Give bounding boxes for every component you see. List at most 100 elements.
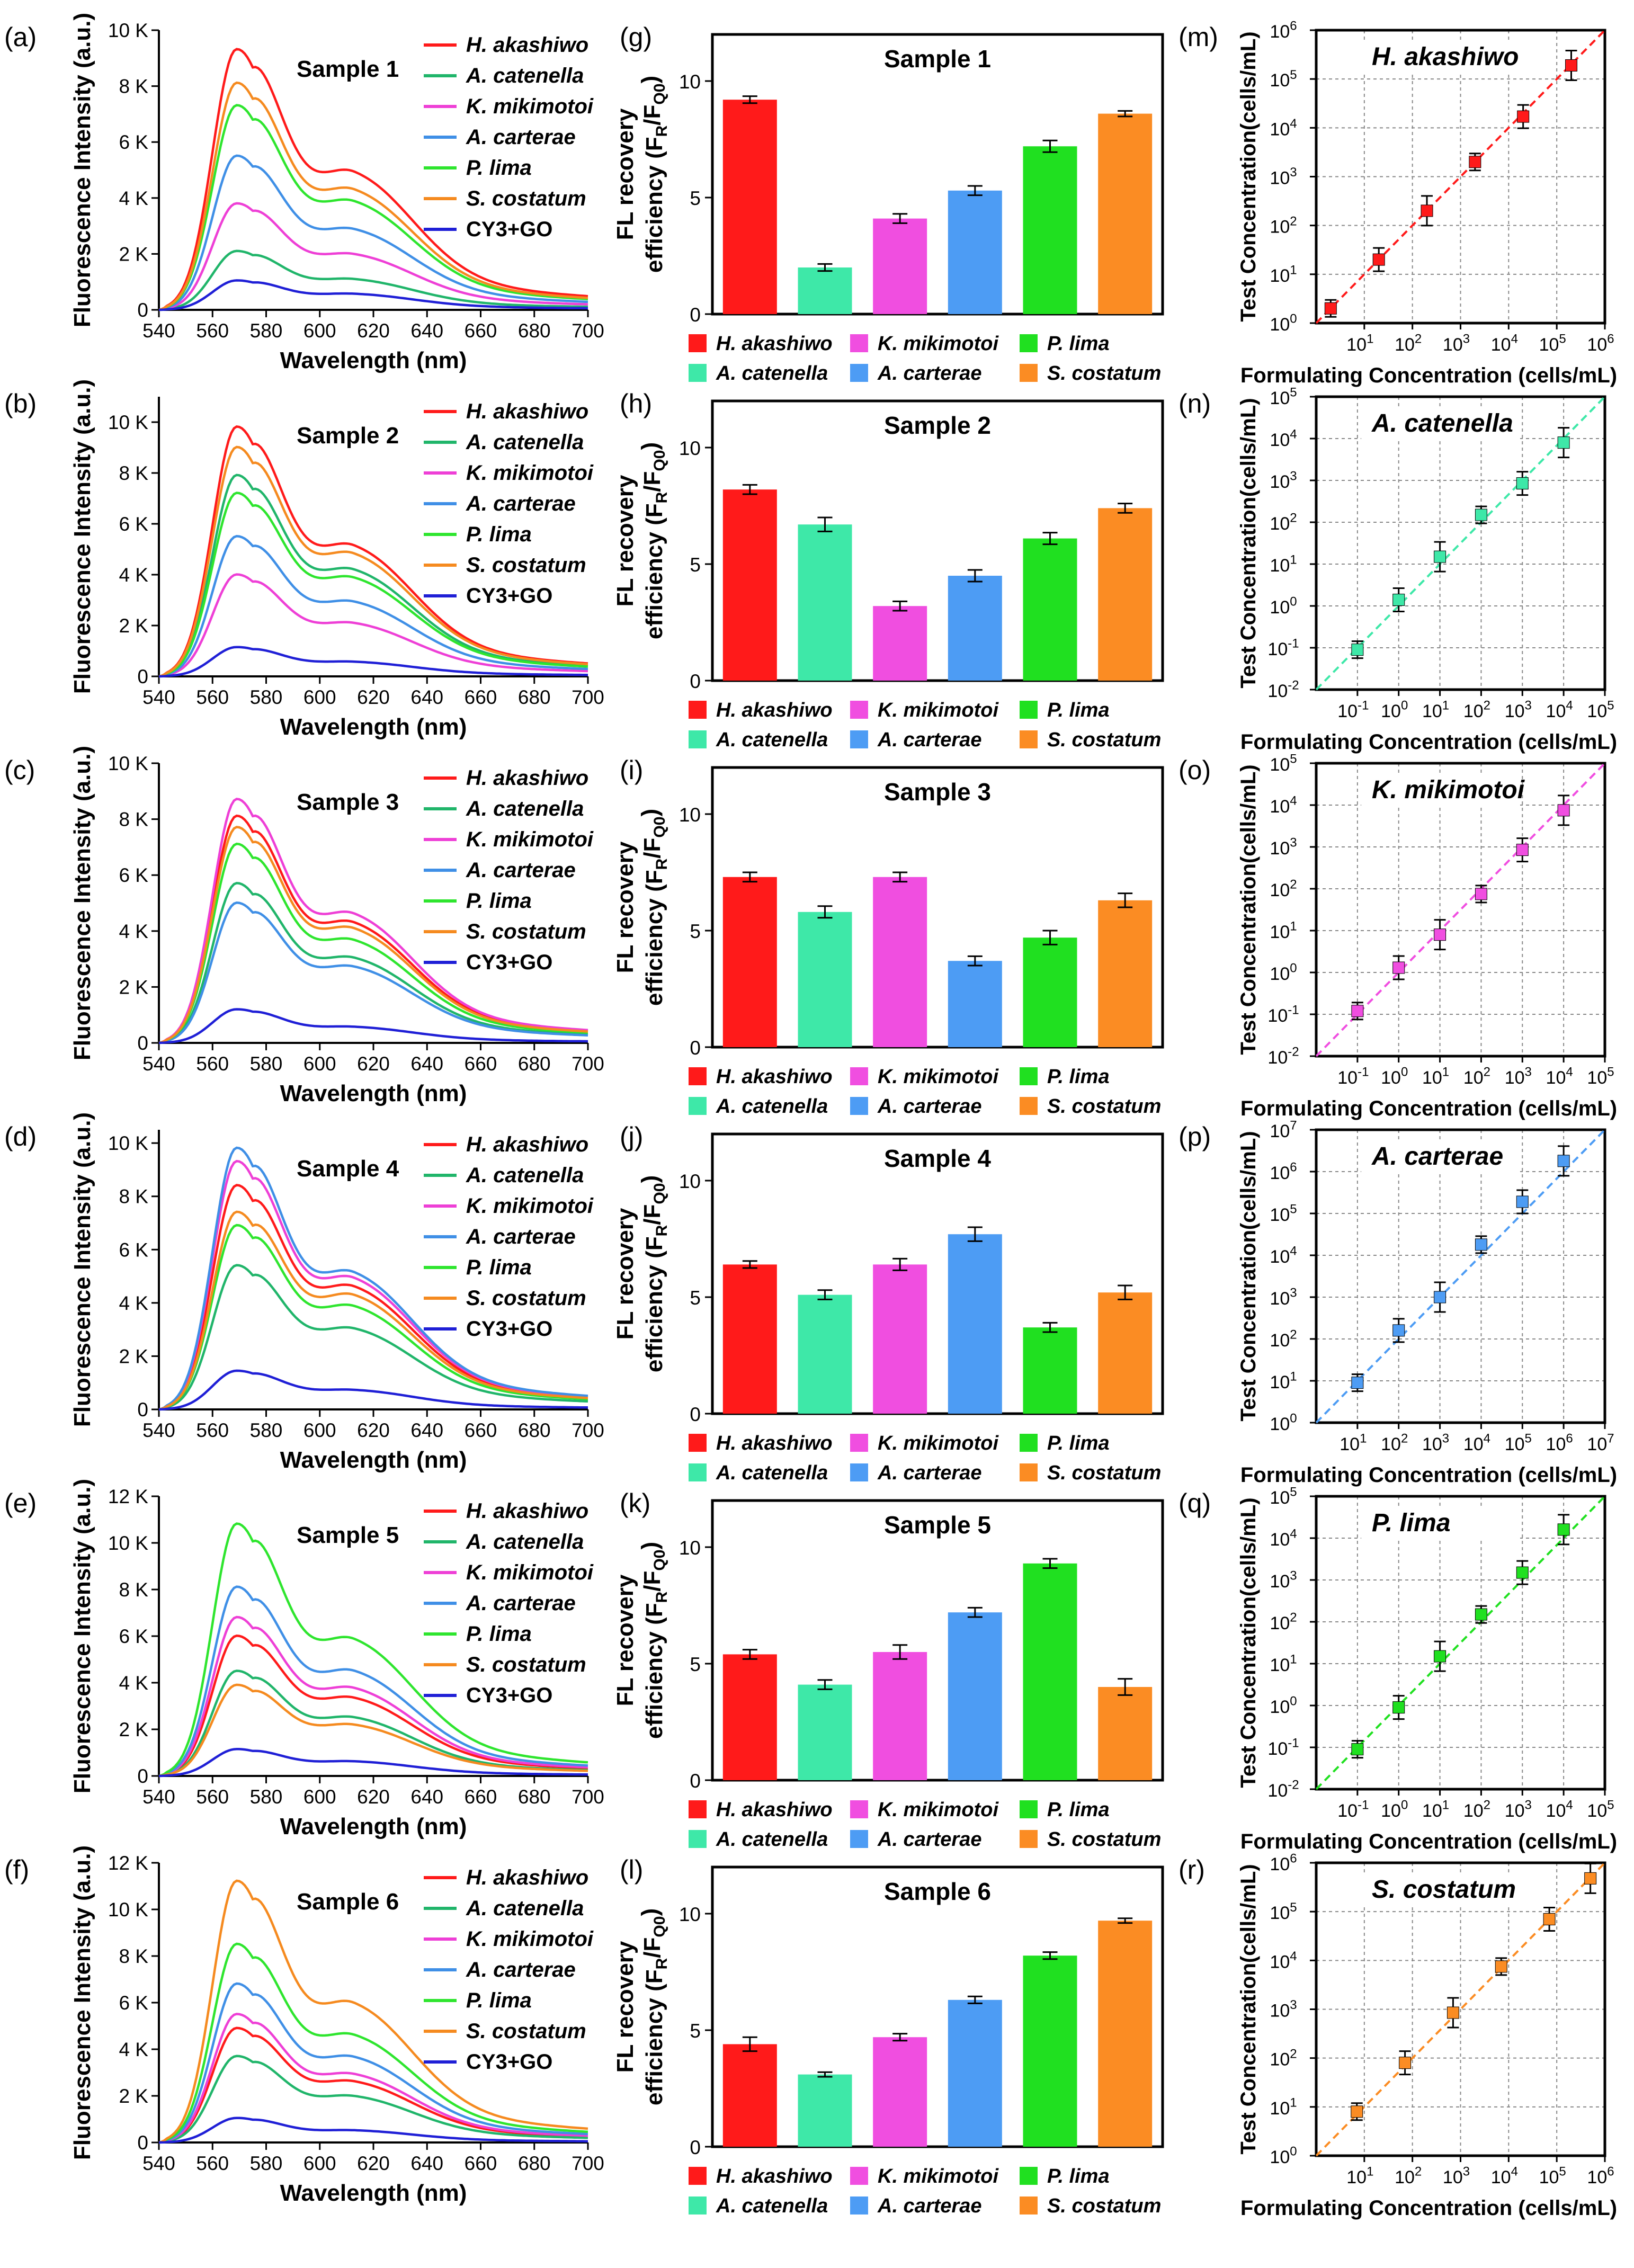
x-tick-label: 700 bbox=[572, 686, 604, 708]
legend-swatch bbox=[850, 2196, 868, 2215]
legend-label: A. catenella bbox=[716, 362, 828, 385]
legend-label: A. catenella bbox=[466, 64, 584, 87]
y-tick-label: 100 bbox=[1270, 2145, 1297, 2167]
legend-label: P. lima bbox=[1047, 1066, 1110, 1088]
legend-label: S. costatum bbox=[1047, 362, 1161, 385]
spectrum-line bbox=[158, 445, 588, 678]
y-tick-label: 103 bbox=[1270, 1569, 1297, 1592]
legend-label: CY3+GO bbox=[466, 584, 552, 608]
y-tick-exp: 0 bbox=[1290, 961, 1297, 976]
x-axis-title: Formulating Concentration (cells/mL) bbox=[1240, 2196, 1617, 2220]
x-tick-label: 600 bbox=[303, 1053, 336, 1075]
y-tick-exp: 4 bbox=[1290, 1244, 1297, 1258]
bar bbox=[798, 524, 852, 681]
legend-label: K. mikimotoi bbox=[878, 1799, 999, 1821]
y-tick-label: 4 K bbox=[119, 187, 148, 209]
bar bbox=[873, 877, 927, 1047]
x-tick-label: 103 bbox=[1422, 1432, 1449, 1454]
ylabel-part: efficiency (F bbox=[641, 137, 667, 273]
sample-title: Sample 5 bbox=[297, 1522, 399, 1548]
y-tick-exp: 2 bbox=[1290, 878, 1297, 892]
spectrum-line bbox=[158, 882, 588, 1044]
y-tick-label: 104 bbox=[1270, 1949, 1297, 1972]
data-point bbox=[1392, 593, 1405, 606]
y-tick-label: 100 bbox=[1270, 1694, 1297, 1717]
x-axis-title: Wavelength (nm) bbox=[280, 1814, 467, 1840]
y-axis-title: Fluorescence Intensity (a.u.) bbox=[69, 13, 95, 327]
spectrum-line bbox=[158, 1210, 588, 1411]
y-axis-title-line1: FL recovery bbox=[612, 108, 638, 240]
y-tick-exp: 3 bbox=[1290, 469, 1297, 484]
y-tick-label: 104 bbox=[1270, 117, 1297, 139]
y-tick-label: 100 bbox=[1270, 1412, 1297, 1434]
x-tick-label: 680 bbox=[518, 1419, 551, 1441]
y-tick-exp: -2 bbox=[1288, 678, 1299, 693]
y-axis-title-line2: efficiency (FR/FQ0) bbox=[637, 809, 671, 1006]
x-tick-exp: 7 bbox=[1607, 1432, 1614, 1446]
bar bbox=[1023, 1563, 1077, 1780]
y-tick-label: 102 bbox=[1270, 511, 1297, 534]
x-tick-exp: -1 bbox=[1358, 699, 1369, 713]
y-tick-exp: 5 bbox=[1290, 68, 1297, 82]
y-tick-label: 103 bbox=[1270, 469, 1297, 492]
legend-label: A. catenella bbox=[716, 1462, 828, 1484]
legend-swatch bbox=[850, 730, 868, 748]
x-axis-title: Wavelength (nm) bbox=[280, 347, 467, 373]
legend-label: S. costatum bbox=[1047, 729, 1161, 751]
x-tick-exp: 4 bbox=[1566, 1065, 1573, 1079]
y-tick-label: 105 bbox=[1270, 386, 1297, 408]
x-tick-label: 620 bbox=[357, 686, 390, 708]
data-point bbox=[1351, 1377, 1364, 1389]
legend-label: H. akashiwo bbox=[466, 33, 588, 57]
spectrum-line bbox=[158, 1683, 588, 1778]
x-tick-label: 103 bbox=[1443, 2165, 1470, 2187]
legend-swatch bbox=[1020, 364, 1038, 382]
legend-swatch bbox=[1020, 1463, 1038, 1481]
bar bbox=[1098, 1687, 1153, 1780]
x-tick-exp: 4 bbox=[1566, 1798, 1573, 1812]
bar-panel-j: (j) 0 5 10 Sample 4 FL recovery efficiency (FR… bbox=[612, 1122, 1164, 1484]
calib-panel-q: (q)10-1 100 101 102 103 104 10510-210-11001011… bbox=[1178, 1485, 1617, 1853]
y-tick-exp: 4 bbox=[1290, 794, 1297, 808]
x-tick-label: 101 bbox=[1346, 332, 1373, 355]
y-tick-exp: 3 bbox=[1290, 836, 1297, 850]
x-tick-label: 640 bbox=[410, 2153, 443, 2174]
x-tick-exp: 2 bbox=[1484, 1065, 1490, 1079]
legend-label: CY3+GO bbox=[466, 218, 552, 241]
legend-label: S. costatum bbox=[1047, 1462, 1161, 1484]
x-tick-exp: 5 bbox=[1607, 1798, 1614, 1812]
title-box bbox=[1361, 1872, 1520, 1907]
y-tick-exp: 1 bbox=[1290, 553, 1297, 567]
y-tick-label: 10 bbox=[679, 804, 701, 826]
fit-line bbox=[1315, 1129, 1606, 1424]
plot-frame bbox=[711, 399, 1164, 682]
legend-swatch bbox=[1020, 1434, 1038, 1452]
calib-panel-o: (o)10-1 100 101 102 103 104 10510-210-11001011… bbox=[1178, 752, 1617, 1120]
bar bbox=[1023, 937, 1077, 1047]
plot-frame bbox=[711, 1865, 1164, 2148]
x-tick-label: 101 bbox=[1340, 1432, 1367, 1454]
bar-panel-i: (i) 0 5 10 Sample 3 FL recovery efficiency (FR… bbox=[612, 755, 1164, 1118]
x-tick-label: 620 bbox=[357, 1786, 390, 1808]
y-axis-title-line1: FL recovery bbox=[612, 1208, 638, 1340]
y-tick-label: 12 K bbox=[108, 1486, 148, 1507]
x-tick-exp: 6 bbox=[1566, 1432, 1573, 1446]
bar bbox=[798, 912, 852, 1047]
x-tick-label: 620 bbox=[357, 320, 390, 342]
x-tick-label: 580 bbox=[250, 1053, 283, 1075]
spectrum-line bbox=[158, 1522, 588, 1778]
bar bbox=[1023, 1327, 1077, 1414]
y-tick-label: 4 K bbox=[119, 1292, 148, 1314]
x-tick-label: 660 bbox=[465, 686, 497, 708]
bar bbox=[873, 606, 927, 681]
y-tick-label: 6 K bbox=[119, 513, 148, 535]
legend-label: A. carterae bbox=[877, 2195, 981, 2217]
y-tick-label: 6 K bbox=[119, 1992, 148, 2014]
ylabel-sub: Q0 bbox=[651, 1183, 668, 1204]
legend-label: H. akashiwo bbox=[466, 1866, 588, 1889]
y-tick-label: 101 bbox=[1270, 1653, 1297, 1675]
spectrum-line bbox=[158, 154, 588, 311]
legend-label: A. carterae bbox=[877, 1828, 981, 1851]
spectrum-line bbox=[158, 2055, 588, 2144]
y-tick-exp: 3 bbox=[1290, 1998, 1297, 2012]
